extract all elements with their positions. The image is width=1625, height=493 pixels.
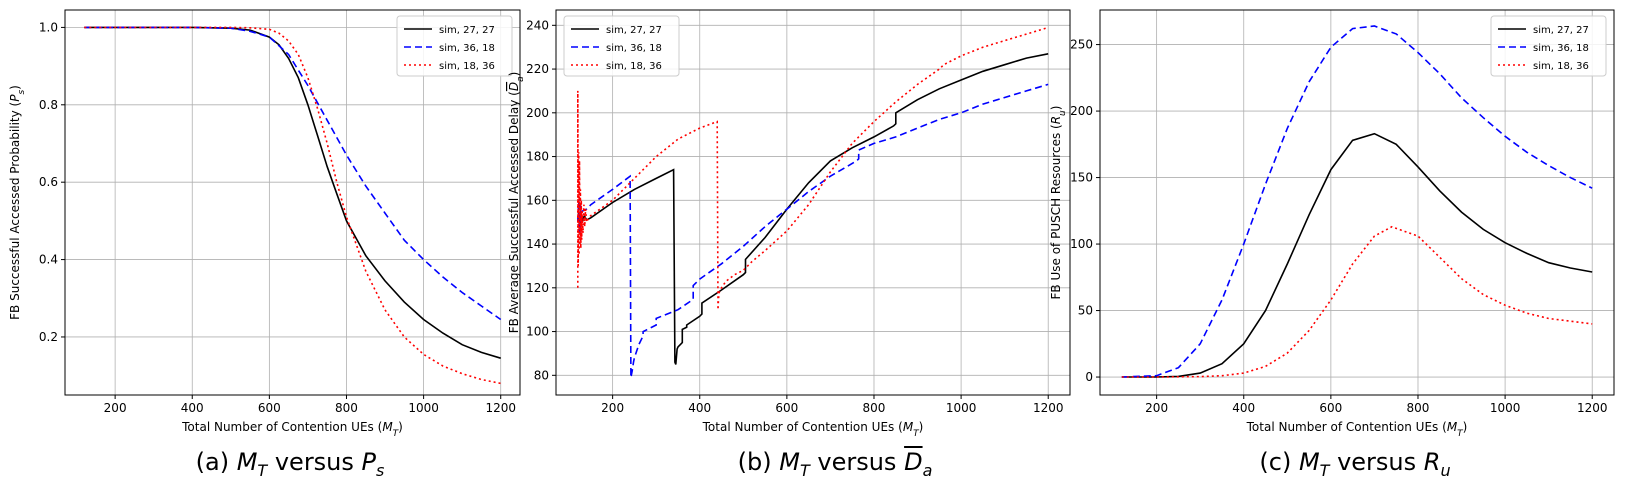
- axes-frame: [1099, 9, 1615, 396]
- series-line-2: [84, 26, 501, 385]
- y-axis-label: FB Use of PUSCH Resources (Ru): [1049, 106, 1068, 300]
- x-tick-label-4: 1000: [408, 401, 439, 415]
- legend: sim, 27, 27 sim, 36, 18 sim, 18, 36: [396, 15, 513, 77]
- y-tick-label-0: 0: [1085, 370, 1093, 384]
- x-tick-label-1: 400: [1232, 401, 1255, 415]
- y-tick-label-8: 240: [526, 18, 549, 32]
- x-tick-label-2: 600: [258, 401, 281, 415]
- legend: sim, 27, 27 sim, 36, 18 sim, 18, 36: [1490, 15, 1607, 77]
- axes-frame: [64, 9, 521, 396]
- x-tick-label-0: 200: [104, 401, 127, 415]
- series-line-2: [1121, 225, 1593, 378]
- y-axis-label: FB Successful Accessed Probability (Ps): [8, 85, 27, 320]
- x-tick-label-1: 400: [688, 401, 711, 415]
- series-line-1: [84, 26, 502, 321]
- legend-label-1: sim, 36, 18: [439, 43, 495, 54]
- axes-frame: [555, 9, 1071, 396]
- x-tick-label-5: 1200: [485, 401, 516, 415]
- x-tick-label-4: 1000: [946, 401, 977, 415]
- y-tick-label-2: 120: [526, 281, 549, 295]
- chart-0: 200 400 600 800 1000 1200 0.2 0.4 0.6 0.8 1.0 Total…: [8, 9, 521, 439]
- legend-label-1: sim, 36, 18: [606, 43, 662, 54]
- y-tick-label-5: 180: [526, 150, 549, 164]
- caption-b: (b) MT versus Da: [737, 448, 933, 480]
- y-tick-label-3: 140: [526, 237, 549, 251]
- chart-1: 200 400 600 800 1000 1200 80 100 120 140 160 180 200…: [507, 9, 1071, 439]
- x-tick-label-5: 1200: [1033, 401, 1064, 415]
- legend-box: [563, 15, 680, 77]
- x-tick-label-5: 1200: [1577, 401, 1608, 415]
- series-line-0: [84, 26, 501, 359]
- legend-label-0: sim, 27, 27: [1533, 25, 1589, 36]
- y-tick-label-6: 200: [526, 106, 549, 120]
- x-axis-label: Total Number of Contention UEs (MT): [702, 420, 924, 439]
- y-tick-label-3: 150: [1070, 171, 1093, 185]
- y-axis-label: FB Average Successful Accessed Delay (Da…: [507, 72, 526, 334]
- legend: sim, 27, 27 sim, 36, 18 sim, 18, 36: [563, 15, 680, 77]
- series-line-1: [577, 83, 1049, 378]
- series-line-0: [577, 53, 1049, 365]
- legend-label-0: sim, 27, 27: [439, 25, 495, 36]
- y-tick-label-4: 200: [1070, 104, 1093, 118]
- x-tick-label-2: 600: [775, 401, 798, 415]
- chart-2: 200 400 600 800 1000 1200 0 50 100 150 200 250 Total…: [1049, 9, 1615, 439]
- caption-c: (c) MT versus Ru: [1259, 448, 1451, 480]
- legend-label-2: sim, 18, 36: [439, 61, 495, 72]
- x-tick-label-0: 200: [601, 401, 624, 415]
- y-tick-label-1: 100: [526, 325, 549, 339]
- series-line-1: [1121, 25, 1593, 378]
- y-tick-label-2: 0.6: [39, 175, 58, 189]
- y-tick-label-4: 160: [526, 193, 549, 207]
- y-tick-label-4: 1.0: [39, 20, 58, 34]
- y-tick-label-3: 0.8: [39, 98, 58, 112]
- x-tick-label-3: 800: [335, 401, 358, 415]
- legend-label-2: sim, 18, 36: [606, 61, 662, 72]
- y-tick-label-1: 50: [1078, 304, 1093, 318]
- y-tick-label-0: 0.2: [39, 330, 58, 344]
- legend-box: [396, 15, 513, 77]
- y-tick-label-1: 0.4: [39, 253, 58, 267]
- x-tick-label-2: 600: [1319, 401, 1342, 415]
- x-tick-label-3: 800: [863, 401, 886, 415]
- x-tick-label-4: 1000: [1490, 401, 1521, 415]
- legend-label-2: sim, 18, 36: [1533, 61, 1589, 72]
- x-tick-label-1: 400: [181, 401, 204, 415]
- y-tick-label-7: 220: [526, 62, 549, 76]
- y-tick-label-5: 250: [1070, 38, 1093, 52]
- series-line-0: [1121, 132, 1593, 378]
- x-axis-label: Total Number of Contention UEs (MT): [181, 420, 403, 439]
- x-axis-label: Total Number of Contention UEs (MT): [1246, 420, 1468, 439]
- legend-label-1: sim, 36, 18: [1533, 43, 1589, 54]
- x-tick-label-3: 800: [1407, 401, 1430, 415]
- x-tick-label-0: 200: [1145, 401, 1168, 415]
- y-tick-label-0: 80: [534, 368, 549, 382]
- y-tick-label-2: 100: [1070, 237, 1093, 251]
- legend-label-0: sim, 27, 27: [606, 25, 662, 36]
- series-line-2: [576, 26, 1049, 310]
- legend-box: [1490, 15, 1607, 77]
- caption-a: (a) MT versus Ps: [195, 448, 385, 480]
